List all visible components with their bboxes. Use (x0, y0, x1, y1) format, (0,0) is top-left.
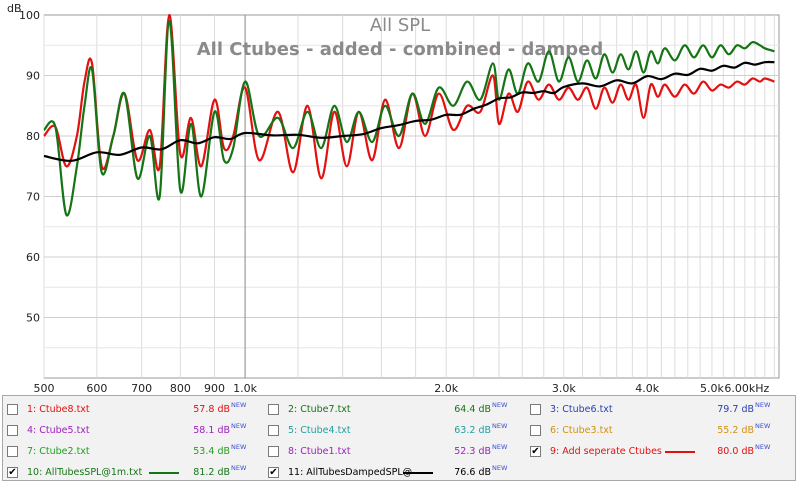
legend-new-badge: NEW (231, 443, 247, 451)
series-line (43, 19, 775, 217)
x-tick-label: 500 (34, 382, 55, 394)
x-tick-label: 2.0k (434, 382, 458, 394)
y-tick-label: 70 (26, 191, 40, 204)
legend-label: 3: Ctube6.txt (550, 404, 613, 415)
legend-checkbox[interactable]: ✔ (530, 446, 541, 457)
x-tick-label: 800 (170, 382, 191, 394)
x-axis-ticks: 500 600 700 800 900 1.0k 2.0k 3.0k 4.0k 5.0k 6.00k… (34, 382, 770, 394)
legend-checkbox[interactable] (530, 425, 541, 436)
legend-swatch (665, 451, 695, 453)
legend-value: 57.8 dB (193, 404, 230, 415)
series-lines (43, 13, 775, 217)
y-tick-label: 80 (26, 130, 40, 143)
legend-checkbox[interactable] (268, 425, 279, 436)
spl-chart: All SPL All Ctubes - added - combined - … (7, 2, 780, 394)
x-tick-label: 4.0k (635, 382, 659, 394)
legend-label: 4: Ctube5.txt (27, 425, 90, 436)
y-axis-label: dB (7, 2, 22, 15)
legend-value: 76.6 dB (454, 467, 491, 478)
legend-new-badge: NEW (755, 401, 771, 409)
legend-new-badge: NEW (492, 443, 508, 451)
legend-checkbox[interactable] (7, 446, 18, 457)
x-tick-label: 6.00kHz (724, 382, 769, 394)
legend-new-badge: NEW (755, 443, 771, 451)
legend-checkbox[interactable] (7, 404, 18, 415)
y-axis-ticks: 50 60 70 80 90 100 (19, 9, 40, 325)
legend-checkbox[interactable] (268, 404, 279, 415)
legend-item[interactable]: 6: Ctube3.txt 55.2 dB NEW (530, 421, 792, 441)
series-line (43, 60, 775, 162)
legend-new-badge: NEW (492, 422, 508, 430)
legend-item[interactable]: 7: Ctube2.txt 53.4 dB NEW (7, 442, 269, 462)
chart-grid (43, 15, 779, 378)
legend-checkbox[interactable] (7, 425, 18, 436)
legend-label: 8: Ctube1.txt (288, 446, 351, 457)
chart-title: All SPL (370, 15, 430, 36)
legend-label: 11: AllTubesDampedSPL@ (288, 467, 413, 478)
legend-item[interactable]: ✔ 11: AllTubesDampedSPL@ 76.6 dB NEW (268, 463, 530, 483)
legend-item[interactable]: ✔ 10: AllTubesSPL@1m.txt 81.2 dB NEW (7, 463, 269, 483)
legend-new-badge: NEW (492, 401, 508, 409)
legend-new-badge: NEW (231, 422, 247, 430)
legend-swatch (403, 472, 433, 474)
legend-checkbox[interactable] (530, 404, 541, 415)
legend-value: 63.2 dB (454, 425, 491, 436)
legend-item[interactable]: 1: Ctube8.txt 57.8 dB NEW (7, 400, 269, 420)
legend-new-badge: NEW (492, 464, 508, 472)
legend-value: 53.4 dB (193, 446, 230, 457)
legend-item[interactable]: 8: Ctube1.txt 52.3 dB NEW (268, 442, 530, 462)
legend-value: 58.1 dB (193, 425, 230, 436)
x-tick-label: 5.0k (700, 382, 724, 394)
x-tick-label: 700 (131, 382, 152, 394)
legend-label: 1: Ctube8.txt (27, 404, 90, 415)
y-tick-label: 60 (26, 251, 40, 264)
legend-item[interactable]: 2: Ctube7.txt 64.4 dB NEW (268, 400, 530, 420)
legend-checkbox[interactable]: ✔ (268, 467, 279, 478)
legend-label: 2: Ctube7.txt (288, 404, 351, 415)
legend-value: 81.2 dB (193, 467, 230, 478)
legend-item[interactable]: 3: Ctube6.txt 79.7 dB NEW (530, 400, 792, 420)
x-tick-label: 1.0k (233, 382, 257, 394)
legend-label: 10: AllTubesSPL@1m.txt (27, 467, 143, 478)
legend-item[interactable]: 4: Ctube5.txt 58.1 dB NEW (7, 421, 269, 441)
legend-label: 6: Ctube3.txt (550, 425, 613, 436)
legend-label: 7: Ctube2.txt (27, 446, 90, 457)
legend-panel: 1: Ctube8.txt 57.8 dB NEW 2: Ctube7.txt 64.4… (2, 395, 796, 481)
y-tick-label: 50 (26, 312, 40, 325)
legend-swatch (149, 472, 179, 474)
legend-value: 79.7 dB (717, 404, 754, 415)
legend-item[interactable]: 5: Ctube4.txt 63.2 dB NEW (268, 421, 530, 441)
legend-new-badge: NEW (231, 401, 247, 409)
x-tick-label: 900 (204, 382, 225, 394)
legend-label: 9: Add seperate Ctubes (550, 446, 662, 457)
legend-new-badge: NEW (755, 422, 771, 430)
y-tick-label: 90 (26, 70, 40, 83)
y-tick-label: 100 (19, 9, 40, 22)
chart-subtitle: All Ctubes - added - combined - damped (197, 39, 604, 60)
legend-new-badge: NEW (231, 464, 247, 472)
x-tick-label: 600 (86, 382, 107, 394)
legend-value: 64.4 dB (454, 404, 491, 415)
chart-titles: All SPL All Ctubes - added - combined - … (197, 15, 604, 60)
x-tick-label: 3.0k (552, 382, 576, 394)
legend-value: 55.2 dB (717, 425, 754, 436)
legend-checkbox[interactable]: ✔ (7, 467, 18, 478)
legend-label: 5: Ctube4.txt (288, 425, 351, 436)
legend-value: 80.0 dB (717, 446, 754, 457)
legend-item[interactable]: ✔ 9: Add seperate Ctubes 80.0 dB NEW (530, 442, 792, 462)
legend-value: 52.3 dB (454, 446, 491, 457)
legend-checkbox[interactable] (268, 446, 279, 457)
